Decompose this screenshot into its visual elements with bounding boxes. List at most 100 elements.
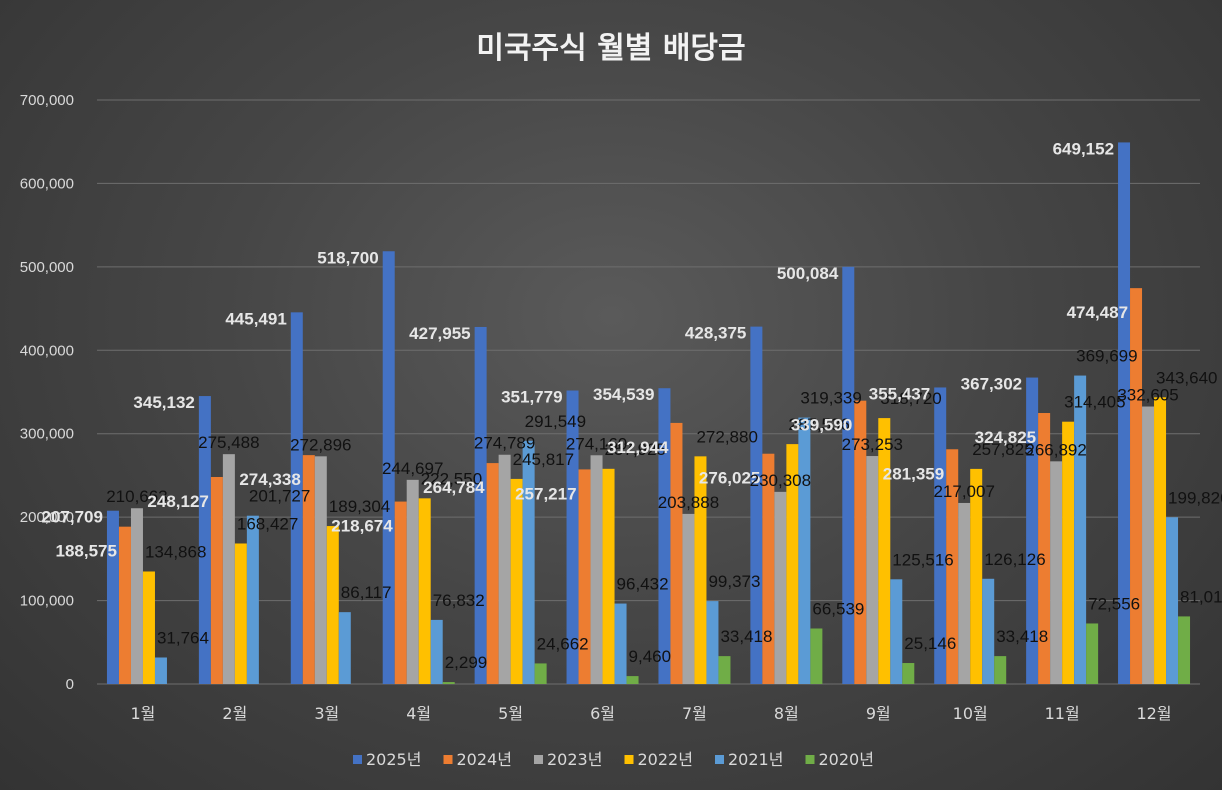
data-label-2023년-7월: 203,888 [658,493,719,512]
data-label-2023년-3월: 272,896 [290,435,351,454]
bar-2024년-12월 [1130,288,1143,684]
chart-title: 미국주식 월별 배당금 [476,31,745,66]
bar-2021년-7월 [706,601,719,684]
bars [106,142,1191,685]
x-tick-label-6: 6월 [590,704,615,723]
data-label-2021년-5월: 291,549 [525,412,586,431]
data-label-2025년-7월: 354,539 [593,385,654,404]
data-label-2020년-10월: 33,418 [996,627,1048,646]
data-label-2025년-2월: 345,132 [133,393,194,412]
bar-2024년-7월 [670,422,683,684]
data-label-2022년-3월: 189,304 [329,497,390,516]
data-label-2025년-4월: 518,700 [317,248,378,267]
bar-2024년-10월 [946,449,959,684]
bar-2025년-2월 [198,396,211,684]
data-label-2025년-9월: 500,084 [777,264,839,283]
bar-2023년-2월 [222,454,235,684]
bar-2021년-4월 [430,619,443,684]
bar-2022년-7월 [694,456,707,684]
bar-2023년-9월 [866,456,879,684]
data-label-2024년-10월: 281,359 [883,464,944,483]
data-label-2022년-4월: 222,550 [421,469,482,488]
data-label-2021년-1월: 31,764 [157,628,209,647]
legend-swatch-2023년 [534,755,543,764]
bar-2021년-10월 [982,578,995,684]
data-label-2025년-3월: 445,491 [225,309,286,328]
y-axis-ticks: 0 100,000 200,000 300,000 400,000 500,000 600,… [20,92,74,693]
legend-swatch-2025년 [353,755,362,764]
data-label-2021년-2월: 201,727 [249,487,310,506]
legend-label-2025년: 2025년 [366,750,421,769]
bar-2022년-6월 [602,468,615,684]
legend-label-2020년: 2020년 [819,750,874,769]
bar-2024년-6월 [578,469,591,684]
data-label-2023년-8월: 230,308 [750,471,811,490]
data-labels: 207,709 188,575 210,663 134,868 31,764 345,13… [42,139,1222,672]
bar-2025년-5월 [474,326,487,684]
x-tick-label-11: 11월 [1045,704,1080,723]
bar-2022년-8월 [786,444,799,684]
bar-2021년-3월 [338,612,351,684]
data-label-2024년-7월: 312,944 [607,438,669,457]
bar-2023년-10월 [958,502,971,684]
data-label-2023년-9월: 273,253 [842,435,903,454]
gridlines [97,99,1200,685]
data-label-2023년-4월: 244,697 [382,459,443,478]
bar-2022년-5월 [510,478,523,684]
data-label-2024년-12월: 474,487 [1067,303,1128,322]
y-tick-label-4: 400,000 [20,342,74,359]
data-label-2021년-11월: 369,699 [1076,347,1137,366]
x-tick-label-8: 8월 [774,704,799,723]
bar-2025년-4월 [382,251,395,685]
bar-2020년-9월 [902,663,915,684]
bar-2024년-11월 [1038,413,1051,684]
bar-2021년-5월 [522,440,535,684]
bar-2020년-8월 [810,628,823,684]
data-label-2025년-12월: 649,152 [1053,139,1114,158]
data-label-2024년-8월: 276,025 [699,469,760,488]
bar-2024년-8월 [762,453,775,684]
bar-2024년-5월 [486,463,499,684]
bar-2022년-12월 [1154,397,1167,684]
bar-2022년-1월 [142,571,155,684]
x-tick-label-4: 4월 [406,704,431,723]
data-label-2025년-1월: 207,709 [42,508,103,527]
x-tick-label-5: 5월 [498,704,523,723]
data-label-2024년-6월: 257,217 [515,484,576,503]
legend-label-2022년: 2022년 [638,750,693,769]
data-label-2024년-4월: 218,674 [331,517,393,536]
bar-2021년-8월 [798,417,811,684]
data-label-2025년-11월: 367,302 [961,375,1022,394]
bar-2022년-11월 [1062,421,1075,684]
x-tick-label-7: 7월 [682,704,707,723]
data-label-2022년-7월: 272,880 [696,427,757,446]
x-tick-label-3: 3월 [314,704,339,723]
data-label-2021년-4월: 76,832 [433,591,485,610]
data-label-2025년-5월: 427,955 [409,324,470,343]
bar-2023년-5월 [498,454,511,684]
y-tick-label-0: 0 [66,676,74,693]
bar-2022년-4월 [418,498,431,684]
data-label-2021년-6월: 96,432 [617,575,669,594]
legend-label-2021년: 2021년 [728,750,783,769]
bar-2023년-7월 [682,513,695,684]
bar-2025년-7월 [658,388,671,684]
bar-2023년-1월 [130,508,143,684]
bar-2022년-3월 [326,526,339,684]
bar-2022년-2월 [234,543,247,684]
data-label-2022년-8월: 287,536 [788,415,849,434]
data-label-2025년-6월: 351,779 [501,388,562,407]
data-label-2020년-8월: 66,539 [812,599,864,618]
data-label-2022년-5월: 245,817 [513,450,574,469]
data-label-2020년-7월: 33,418 [720,627,772,646]
bar-2021년-2월 [246,515,259,684]
legend-label-2023년: 2023년 [547,750,602,769]
data-label-2022년-2월: 168,427 [237,514,298,533]
y-tick-label-5: 500,000 [20,259,74,276]
bar-2021년-12월 [1166,517,1179,684]
bar-2020년-10월 [994,656,1007,684]
bar-2025년-8월 [750,326,763,684]
x-tick-label-10: 10월 [953,704,988,723]
y-tick-label-3: 300,000 [20,426,74,443]
